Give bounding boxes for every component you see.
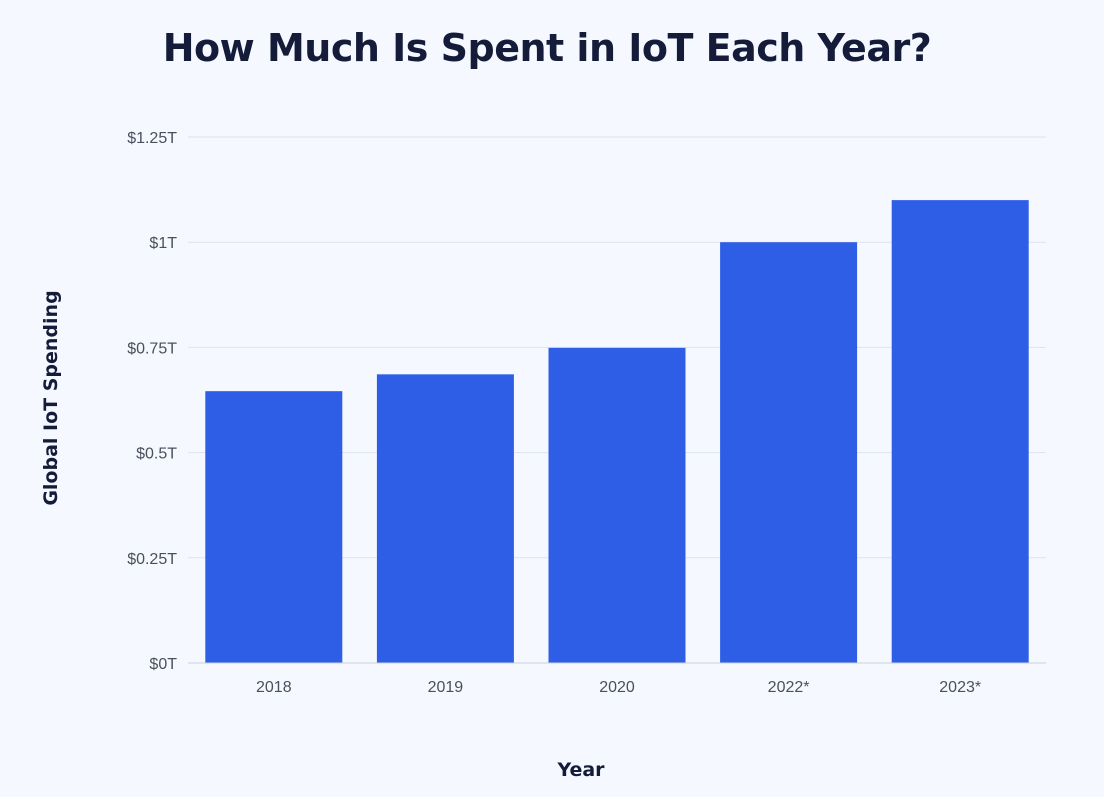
y-tick-label: $0.25T [127,551,177,568]
y-axis-title: Global IoT Spending [40,290,62,505]
x-axis-title: Year [556,759,605,781]
y-tick-label: $1.25T [127,130,177,147]
bars [205,200,1029,663]
x-tick-label: 2018 [256,679,292,696]
x-tick-label: 2022* [768,679,810,696]
y-axis-ticks: $0T $0.25T $0.5T $0.75T $1T $1.25T [127,130,177,673]
y-tick-label: $0.5T [136,446,177,463]
x-tick-label: 2023* [939,679,981,696]
bar-2018 [205,391,343,663]
y-tick-label: $1T [149,235,177,252]
x-axis-ticks: 2018 2019 2020 2022* 2023* [256,679,981,696]
bar-2023 [891,200,1029,663]
bar-2020 [548,347,686,663]
chart-title: How Much Is Spent in IoT Each Year? [162,26,932,70]
y-tick-label: $0T [149,656,177,673]
bar-2022 [720,242,858,663]
x-tick-label: 2020 [599,679,635,696]
bar-2019 [376,374,514,663]
y-tick-label: $0.75T [127,340,177,357]
x-tick-label: 2019 [428,679,464,696]
